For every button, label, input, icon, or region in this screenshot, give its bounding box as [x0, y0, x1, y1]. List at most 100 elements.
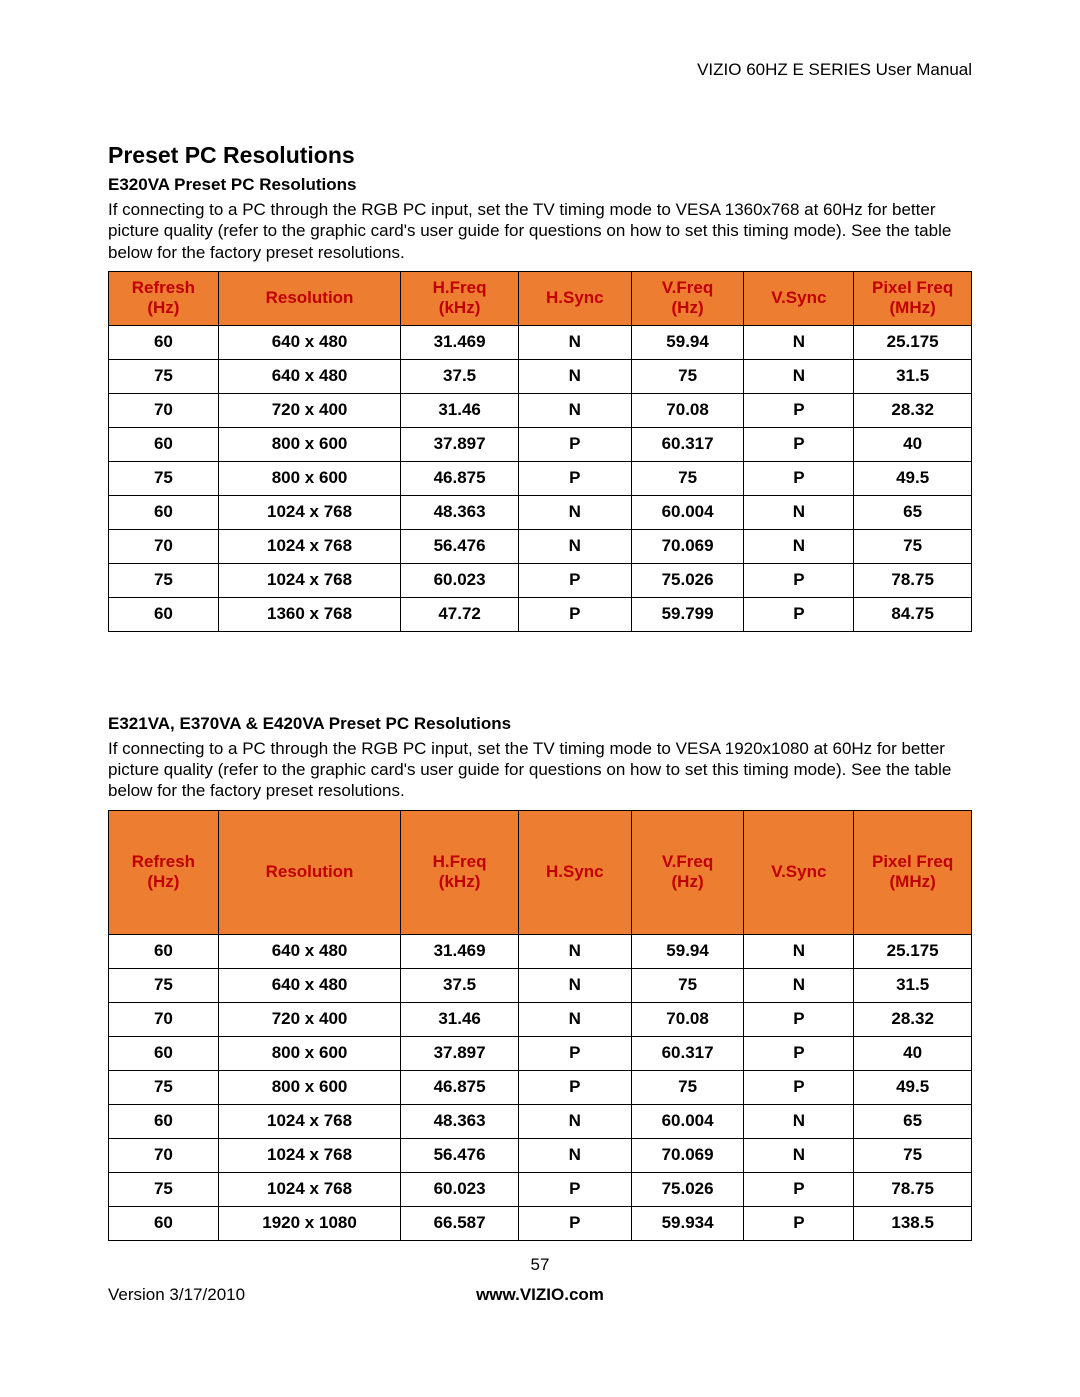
table-cell: 60.317 [631, 427, 744, 461]
table-cell: 75 [631, 968, 744, 1002]
footer-version: Version 3/17/2010 [108, 1285, 245, 1305]
table-header-cell: H.Freq(kHz) [401, 810, 519, 934]
table-cell: 75.026 [631, 1172, 744, 1206]
table-cell: N [518, 393, 631, 427]
table-cell: 37.897 [401, 427, 519, 461]
table-cell: N [744, 1138, 854, 1172]
table-cell: 640 x 480 [218, 325, 400, 359]
table-cell: P [518, 1070, 631, 1104]
table-cell: 48.363 [401, 495, 519, 529]
table-cell: N [744, 495, 854, 529]
table-cell: 75 [631, 359, 744, 393]
table-cell: N [518, 1002, 631, 1036]
table-row: 60640 x 48031.469N59.94N25.175 [109, 934, 972, 968]
table-cell: 75 [631, 1070, 744, 1104]
table-cell: 75 [109, 461, 219, 495]
table-cell: 59.934 [631, 1206, 744, 1240]
table-cell: 31.46 [401, 393, 519, 427]
table-header-cell: Pixel Freq(MHz) [854, 810, 972, 934]
table-row: 601360 x 76847.72P59.799P84.75 [109, 597, 972, 631]
table-row: 601024 x 76848.363N60.004N65 [109, 495, 972, 529]
table-cell: 800 x 600 [218, 461, 400, 495]
table-cell: 1920 x 1080 [218, 1206, 400, 1240]
table-cell: 70.069 [631, 529, 744, 563]
footer-site: www.VIZIO.com [245, 1285, 835, 1305]
table-row: 75800 x 60046.875P75P49.5 [109, 461, 972, 495]
table-cell: 31.469 [401, 325, 519, 359]
table-row: 751024 x 76860.023P75.026P78.75 [109, 563, 972, 597]
table-cell: 60.023 [401, 1172, 519, 1206]
table-row: 601024 x 76848.363N60.004N65 [109, 1104, 972, 1138]
table-cell: 78.75 [854, 1172, 972, 1206]
table-cell: P [744, 393, 854, 427]
table-cell: 47.72 [401, 597, 519, 631]
table-header-cell: Resolution [218, 271, 400, 325]
table-cell: P [744, 1070, 854, 1104]
table-cell: 1024 x 768 [218, 495, 400, 529]
table-cell: 75 [109, 968, 219, 1002]
table-cell: 800 x 600 [218, 427, 400, 461]
table-cell: P [518, 461, 631, 495]
table-cell: N [518, 934, 631, 968]
table-cell: 1360 x 768 [218, 597, 400, 631]
table-cell: P [744, 597, 854, 631]
table-cell: 1024 x 768 [218, 529, 400, 563]
table-cell: 60.004 [631, 495, 744, 529]
table-cell: 31.46 [401, 1002, 519, 1036]
table-cell: 800 x 600 [218, 1036, 400, 1070]
table-cell: 75 [854, 529, 972, 563]
table-cell: 37.5 [401, 968, 519, 1002]
table-cell: 60 [109, 1104, 219, 1138]
table-row: 60800 x 60037.897P60.317P40 [109, 427, 972, 461]
table-cell: 75 [109, 1172, 219, 1206]
table-cell: 60 [109, 597, 219, 631]
table-cell: 720 x 400 [218, 1002, 400, 1036]
table-cell: P [744, 1206, 854, 1240]
page-title: Preset PC Resolutions [108, 142, 972, 169]
table-cell: 25.175 [854, 325, 972, 359]
table-cell: 1024 x 768 [218, 1104, 400, 1138]
table-header-cell: Refresh(Hz) [109, 810, 219, 934]
table-cell: 60 [109, 1036, 219, 1070]
table-cell: 75.026 [631, 563, 744, 597]
table-cell: 28.32 [854, 393, 972, 427]
table-cell: P [744, 461, 854, 495]
table-cell: 59.94 [631, 934, 744, 968]
table-cell: 31.5 [854, 359, 972, 393]
page-number: 57 [108, 1255, 972, 1275]
table-cell: P [518, 1172, 631, 1206]
table-cell: 60 [109, 1206, 219, 1240]
table-cell: 70 [109, 529, 219, 563]
table-header-cell: Pixel Freq(MHz) [854, 271, 972, 325]
table-cell: 37.5 [401, 359, 519, 393]
resolutions-table-2: Refresh(Hz)ResolutionH.Freq(kHz)H.SyncV.… [108, 810, 972, 1241]
table-cell: 1024 x 768 [218, 563, 400, 597]
table-header-cell: H.Sync [518, 271, 631, 325]
table-cell: 40 [854, 1036, 972, 1070]
table-cell: P [744, 1036, 854, 1070]
table-cell: 60.023 [401, 563, 519, 597]
table-cell: N [518, 359, 631, 393]
table-cell: 65 [854, 1104, 972, 1138]
table-cell: N [518, 968, 631, 1002]
table-cell: P [744, 427, 854, 461]
table-header-cell: H.Sync [518, 810, 631, 934]
table-cell: 37.897 [401, 1036, 519, 1070]
table-cell: 60 [109, 495, 219, 529]
manual-header: VIZIO 60HZ E SERIES User Manual [108, 60, 972, 80]
section2-para: If connecting to a PC through the RGB PC… [108, 738, 972, 802]
table-cell: N [744, 359, 854, 393]
table-row: 70720 x 40031.46N70.08P28.32 [109, 393, 972, 427]
table-cell: 70 [109, 1138, 219, 1172]
table-header-cell: V.Sync [744, 810, 854, 934]
table-cell: N [744, 1104, 854, 1138]
table-cell: N [744, 934, 854, 968]
table-cell: P [518, 1206, 631, 1240]
table-cell: N [744, 325, 854, 359]
table-cell: 75 [109, 1070, 219, 1104]
table-cell: 640 x 480 [218, 359, 400, 393]
table-header-cell: V.Sync [744, 271, 854, 325]
table-cell: 70.08 [631, 1002, 744, 1036]
table-row: 60640 x 48031.469N59.94N25.175 [109, 325, 972, 359]
table-cell: P [518, 1036, 631, 1070]
